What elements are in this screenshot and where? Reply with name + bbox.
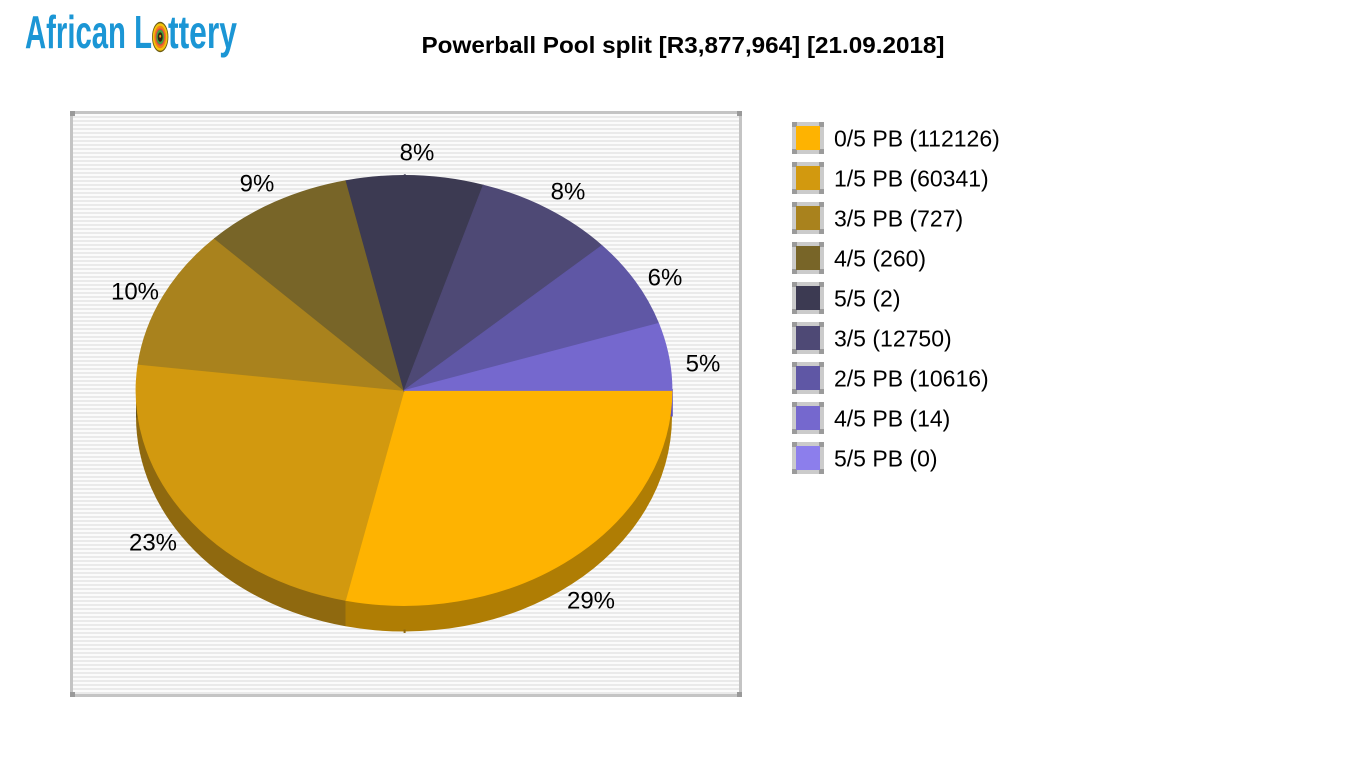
- svg-text:23%: 23%: [129, 530, 177, 557]
- svg-text:8%: 8%: [551, 179, 586, 206]
- svg-text:5/5 (2): 5/5 (2): [834, 286, 900, 312]
- svg-text:8%: 8%: [400, 140, 435, 167]
- svg-text:3/5 PB (727): 3/5 PB (727): [834, 206, 963, 232]
- svg-text:Powerball Pool split [R3,877,9: Powerball Pool split [R3,877,964] [21.09…: [422, 32, 945, 58]
- svg-text:5%: 5%: [686, 351, 721, 378]
- svg-text:4/5 PB (14): 4/5 PB (14): [834, 406, 950, 432]
- svg-text:10%: 10%: [111, 279, 159, 306]
- svg-text:ttery: ttery: [168, 7, 237, 59]
- svg-text:5/5 PB (0): 5/5 PB (0): [834, 446, 938, 472]
- svg-text:4/5 (260): 4/5 (260): [834, 246, 926, 272]
- svg-text:African L: African L: [25, 7, 152, 59]
- svg-text:3/5 (12750): 3/5 (12750): [834, 326, 952, 352]
- svg-text:9%: 9%: [240, 171, 275, 198]
- svg-text:1/5 PB (60341): 1/5 PB (60341): [834, 166, 989, 192]
- svg-text:2/5 PB (10616): 2/5 PB (10616): [834, 366, 989, 392]
- svg-text:29%: 29%: [567, 588, 615, 615]
- svg-text:0/5 PB (112126): 0/5 PB (112126): [834, 126, 1000, 152]
- svg-text:6%: 6%: [648, 265, 683, 292]
